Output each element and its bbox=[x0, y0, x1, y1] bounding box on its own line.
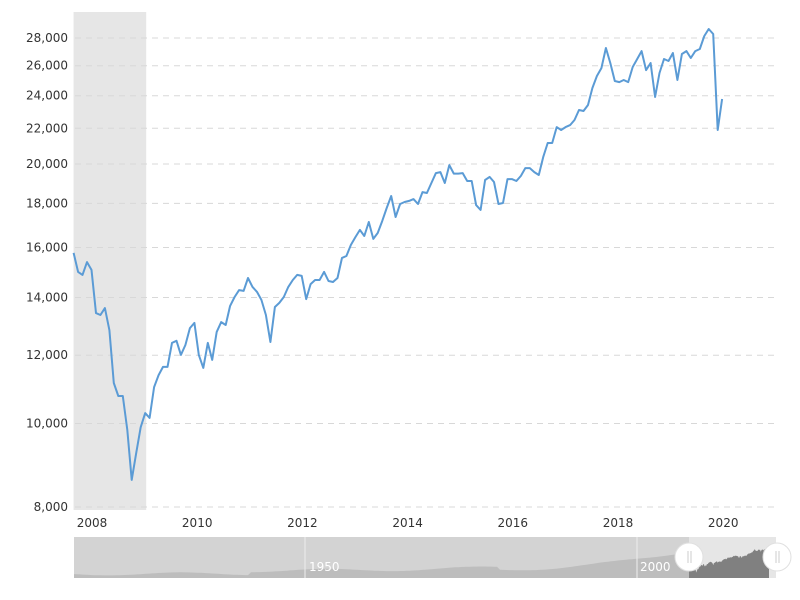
x-tick-label: 2008 bbox=[77, 516, 108, 530]
y-tick-label: 16,000 bbox=[26, 241, 68, 255]
y-tick-label: 28,000 bbox=[26, 31, 68, 45]
navigator-history-area bbox=[74, 551, 689, 578]
navigator-right-handle[interactable] bbox=[762, 542, 792, 572]
y-tick-label: 20,000 bbox=[26, 157, 68, 171]
y-tick-label: 22,000 bbox=[26, 121, 68, 135]
gridlines bbox=[75, 37, 775, 508]
recession-shading bbox=[73, 12, 147, 510]
y-tick-label: 8,000 bbox=[34, 500, 68, 514]
x-tick-label: 2016 bbox=[498, 516, 529, 530]
x-tick-label: 2010 bbox=[182, 516, 213, 530]
y-tick-label: 14,000 bbox=[26, 290, 68, 304]
y-axis: 8,000 10,000 12,000 14,000 16,000 18,000 20,00… bbox=[26, 31, 68, 514]
x-tick-label: 2020 bbox=[708, 516, 739, 530]
range-navigator[interactable]: 1950 2000 bbox=[74, 537, 792, 578]
y-tick-label: 12,000 bbox=[26, 348, 68, 362]
x-tick-label: 2012 bbox=[287, 516, 318, 530]
y-tick-label: 10,000 bbox=[26, 416, 68, 430]
navigator-label-2000: 2000 bbox=[640, 560, 671, 574]
navigator-selected-area bbox=[689, 548, 769, 578]
series-line bbox=[72, 28, 724, 481]
x-axis: 2008 2010 2012 2014 2016 2018 2020 bbox=[77, 516, 739, 530]
navigator-label-1950: 1950 bbox=[309, 560, 340, 574]
y-tick-label: 18,000 bbox=[26, 196, 68, 210]
navigator-left-handle[interactable] bbox=[674, 542, 704, 572]
y-tick-label: 26,000 bbox=[26, 59, 68, 73]
x-tick-label: 2018 bbox=[603, 516, 634, 530]
y-tick-label: 24,000 bbox=[26, 89, 68, 103]
x-tick-label: 2014 bbox=[392, 516, 423, 530]
